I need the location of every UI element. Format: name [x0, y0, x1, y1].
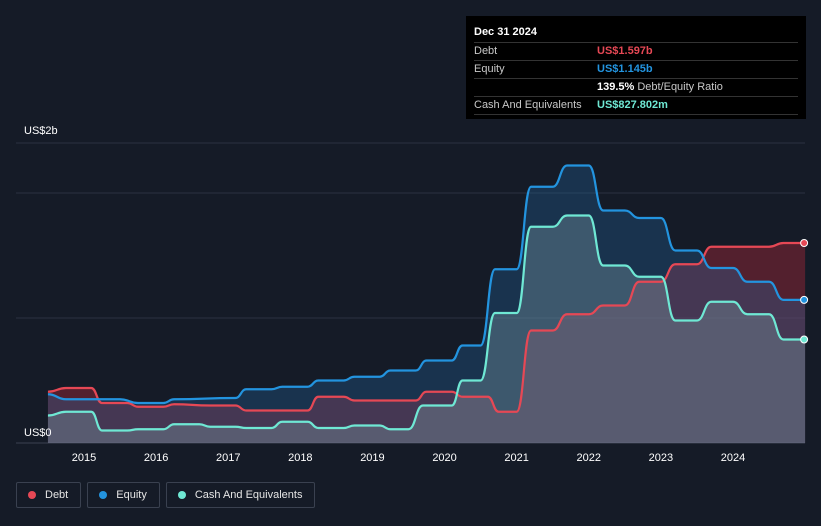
area-cash — [47, 215, 806, 443]
line-equity — [47, 164, 806, 405]
tooltip-ratio-spacer — [474, 79, 597, 96]
area-debt — [47, 243, 806, 443]
legend-cash-label: Cash And Equivalents — [194, 489, 303, 501]
tooltip-ratio-value: 139.5% — [597, 81, 635, 93]
area-equity — [47, 165, 806, 443]
tooltip-cash-label: Cash And Equivalents — [474, 99, 582, 111]
end-marker-equity — [800, 295, 809, 304]
x-tick-label-2016: 2016 — [144, 452, 168, 464]
legend-cash-dot-icon — [177, 491, 186, 499]
x-tick-label-2019: 2019 — [360, 452, 384, 464]
legend-item-debt[interactable]: Debt — [16, 482, 82, 508]
legend-equity-dot-icon — [99, 491, 108, 499]
legend-item-equity[interactable]: Equity — [87, 482, 160, 508]
tooltip-cash-value: US$827.802m — [597, 99, 668, 111]
x-tick-label-2015: 2015 — [72, 452, 96, 464]
x-tick-label-2017: 2017 — [216, 452, 240, 464]
x-tick-label-2018: 2018 — [288, 452, 312, 464]
tooltip-ratio-label: Debt/Equity Ratio — [637, 81, 723, 93]
y-tick-label-top: US$2b — [24, 125, 58, 137]
x-tick-label-2021: 2021 — [504, 452, 528, 464]
line-debt — [47, 241, 806, 413]
tooltip-row-cash: Cash And Equivalents US$827.802m — [474, 97, 798, 115]
tooltip-equity-value: US$1.145b — [597, 63, 653, 75]
x-tick-label-2020: 2020 — [432, 452, 456, 464]
data-tooltip: Dec 31 2024 Debt US$1.597b Equity US$1.1… — [466, 16, 806, 119]
legend-equity-label: Equity — [116, 489, 147, 501]
chart-legend: Debt Equity Cash And Equivalents — [16, 482, 316, 510]
series-lines — [47, 164, 806, 432]
legend-item-cash[interactable]: Cash And Equivalents — [165, 482, 316, 508]
tooltip-debt-label: Debt — [474, 45, 498, 57]
tooltip-date: Dec 31 2024 — [474, 22, 798, 43]
x-tick-label-2022: 2022 — [577, 452, 601, 464]
line-cash — [47, 214, 806, 432]
axis-labels: US$2b US$0 — [24, 125, 58, 439]
tooltip-row-debt: Debt US$1.597b — [474, 43, 798, 61]
tooltip-row-ratio: 139.5% Debt/Equity Ratio — [474, 79, 798, 97]
y-tick-label-bottom: US$0 — [24, 427, 52, 439]
series-end-markers — [800, 239, 809, 344]
x-tick-labels: 2015 2016 2017 2018 2019 2020 2021 2022 2023 2024 — [72, 452, 745, 464]
x-tick-label-2024: 2024 — [721, 452, 745, 464]
tooltip-equity-label: Equity — [474, 63, 505, 75]
legend-debt-dot-icon — [28, 491, 36, 499]
tooltip-row-equity: Equity US$1.145b — [474, 61, 798, 79]
legend-debt-label: Debt — [45, 489, 69, 501]
tooltip-debt-value: US$1.597b — [597, 45, 653, 57]
series-areas — [47, 165, 806, 443]
end-marker-debt — [800, 239, 809, 247]
x-tick-label-2023: 2023 — [649, 452, 673, 464]
end-marker-cash — [800, 335, 809, 344]
